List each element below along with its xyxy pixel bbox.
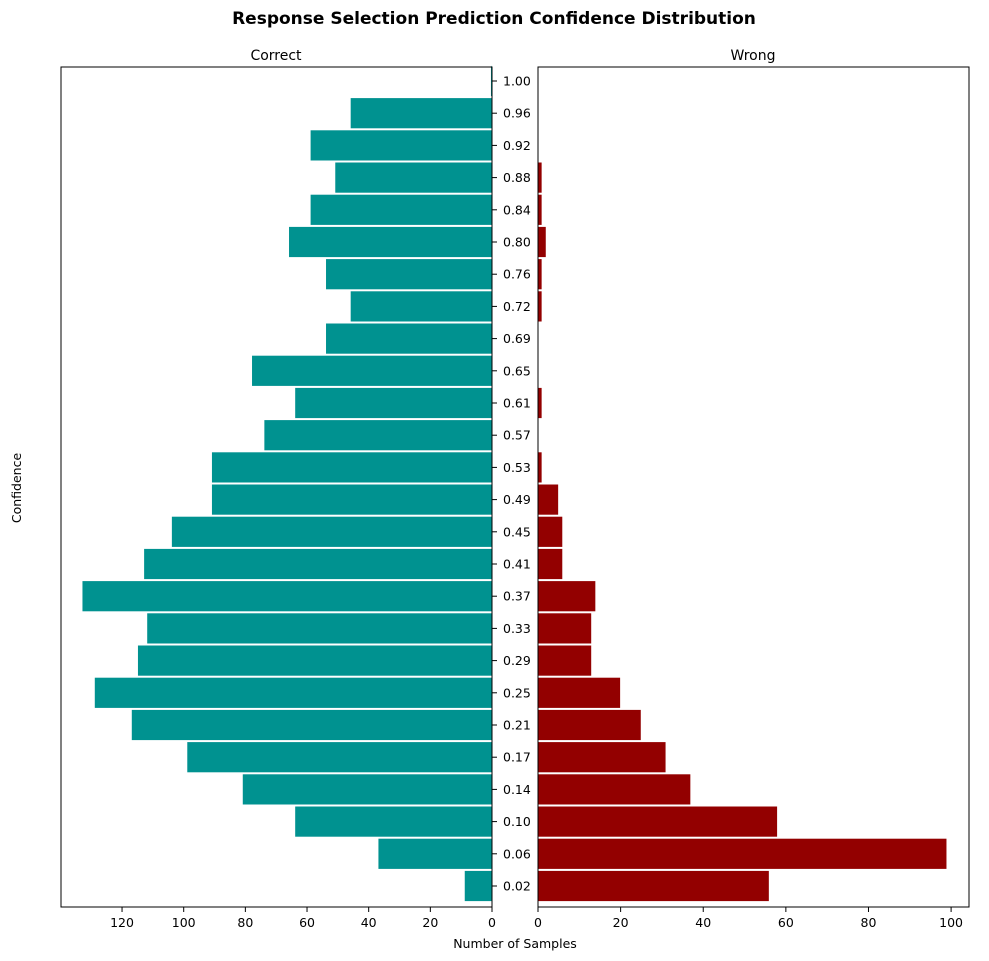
y-tick-label: 0.25	[503, 685, 531, 700]
y-tick-label: 0.45	[503, 524, 531, 539]
correct-bars	[81, 64, 493, 903]
left-x-tick-label: 0	[488, 915, 496, 930]
correct-bar-0.33	[146, 612, 493, 645]
y-tick-label: 0.80	[503, 235, 531, 250]
wrong-bar-0.84	[537, 193, 543, 226]
right-x-tick-label: 0	[534, 915, 542, 930]
y-tick-label: 0.88	[503, 170, 531, 185]
correct-bar-0.29	[136, 644, 493, 677]
correct-bar-0.45	[170, 515, 493, 548]
wrong-bar-0.06	[537, 837, 948, 870]
correct-bar-0.14	[241, 773, 493, 806]
wrong-bar-0.76	[537, 258, 543, 291]
y-tick-label: 0.57	[503, 428, 531, 443]
y-tick-label: 0.65	[503, 363, 531, 378]
y-tick-label: 0.21	[503, 718, 531, 733]
y-tick-label: 0.41	[503, 557, 531, 572]
left-x-tick-label: 100	[172, 915, 196, 930]
correct-bar-0.65	[251, 354, 493, 387]
wrong-bar-0.21	[537, 708, 642, 742]
wrong-bar-0.72	[537, 290, 543, 323]
wrong-bar-0.14	[537, 773, 692, 806]
right-x-axis-ticks: 0 20 40 60 80 100	[534, 907, 963, 930]
correct-bar-0.53	[210, 451, 493, 484]
left-x-tick-label: 80	[237, 915, 253, 930]
x-axis-label: Number of Samples	[453, 936, 577, 951]
correct-bar-0.69	[325, 322, 493, 355]
y-tick-label: 1.00	[503, 74, 531, 89]
left-panel-frame	[60, 66, 493, 908]
y-axis-ticks: 0.02 0.06 0.10 0.14 0.17 0.21 0.25 0.29 0.33 0.37…	[492, 74, 531, 894]
y-tick-label: 0.96	[503, 106, 531, 121]
left-x-tick-label: 120	[110, 915, 134, 930]
y-tick-label: 0.37	[503, 589, 531, 604]
correct-bar-0.02	[463, 869, 493, 903]
correct-bar-0.57	[263, 419, 493, 452]
wrong-bar-0.49	[537, 483, 560, 516]
y-tick-label: 0.61	[503, 396, 531, 411]
y-tick-label: 0.10	[503, 814, 531, 829]
wrong-bar-0.29	[537, 644, 593, 677]
right-panel-frame	[537, 66, 970, 908]
y-tick-label: 0.84	[503, 202, 531, 217]
y-axis-label: Confidence	[9, 453, 24, 524]
correct-bar-0.17	[186, 741, 493, 774]
right-x-tick-label: 40	[695, 915, 711, 930]
y-tick-label: 0.76	[503, 267, 531, 282]
right-x-tick-label: 100	[939, 915, 963, 930]
correct-bar-0.84	[309, 193, 493, 226]
left-x-tick-label: 40	[361, 915, 377, 930]
wrong-bar-0.02	[537, 869, 770, 903]
correct-bar-0.10	[294, 805, 493, 838]
y-tick-label: 0.72	[503, 299, 531, 314]
wrong-bar-0.41	[537, 547, 564, 581]
correct-bar-0.96	[349, 97, 493, 130]
wrong-bar-0.33	[537, 612, 593, 645]
y-tick-label: 0.92	[503, 138, 531, 153]
correct-bar-0.21	[130, 708, 493, 742]
right-x-tick-label: 80	[861, 915, 877, 930]
wrong-bar-0.80	[537, 225, 547, 259]
y-tick-label: 0.14	[503, 782, 531, 797]
correct-bar-0.49	[210, 483, 493, 516]
wrong-bars	[537, 161, 948, 903]
y-tick-label: 0.33	[503, 621, 531, 636]
left-x-axis-ticks: 120 100 80 60 40 20 0	[110, 907, 496, 930]
correct-bar-0.25	[93, 676, 493, 709]
y-tick-label: 0.49	[503, 492, 531, 507]
wrong-bar-0.61	[537, 386, 543, 420]
y-tick-label: 0.69	[503, 331, 531, 346]
right-x-tick-label: 60	[778, 915, 794, 930]
right-panel-subtitle: Wrong	[731, 48, 776, 64]
correct-bar-0.37	[81, 580, 493, 613]
correct-bar-0.41	[143, 547, 493, 581]
right-x-tick-label: 20	[613, 915, 629, 930]
correct-bar-0.06	[377, 837, 493, 870]
y-tick-label: 0.06	[503, 846, 531, 861]
left-x-tick-label: 60	[299, 915, 315, 930]
wrong-bar-0.53	[537, 451, 543, 484]
left-panel-subtitle: Correct	[250, 48, 302, 64]
correct-bar-0.76	[325, 258, 493, 291]
y-tick-label: 0.29	[503, 653, 531, 668]
wrong-bar-0.25	[537, 676, 622, 709]
y-tick-label: 0.02	[503, 879, 531, 894]
chart-title: Response Selection Prediction Confidence…	[232, 9, 756, 29]
left-x-tick-label: 20	[422, 915, 438, 930]
y-tick-label: 0.17	[503, 750, 531, 765]
wrong-bar-0.10	[537, 805, 779, 838]
wrong-bar-0.45	[537, 515, 564, 548]
correct-bar-0.88	[334, 161, 493, 194]
correct-bar-0.61	[294, 386, 493, 420]
wrong-bar-0.88	[537, 161, 543, 194]
y-tick-label: 0.53	[503, 460, 531, 475]
correct-bar-0.80	[288, 225, 493, 259]
wrong-bar-0.17	[537, 741, 667, 774]
correct-bar-0.92	[309, 129, 493, 162]
wrong-bar-0.37	[537, 580, 597, 613]
correct-bar-0.72	[349, 290, 493, 323]
